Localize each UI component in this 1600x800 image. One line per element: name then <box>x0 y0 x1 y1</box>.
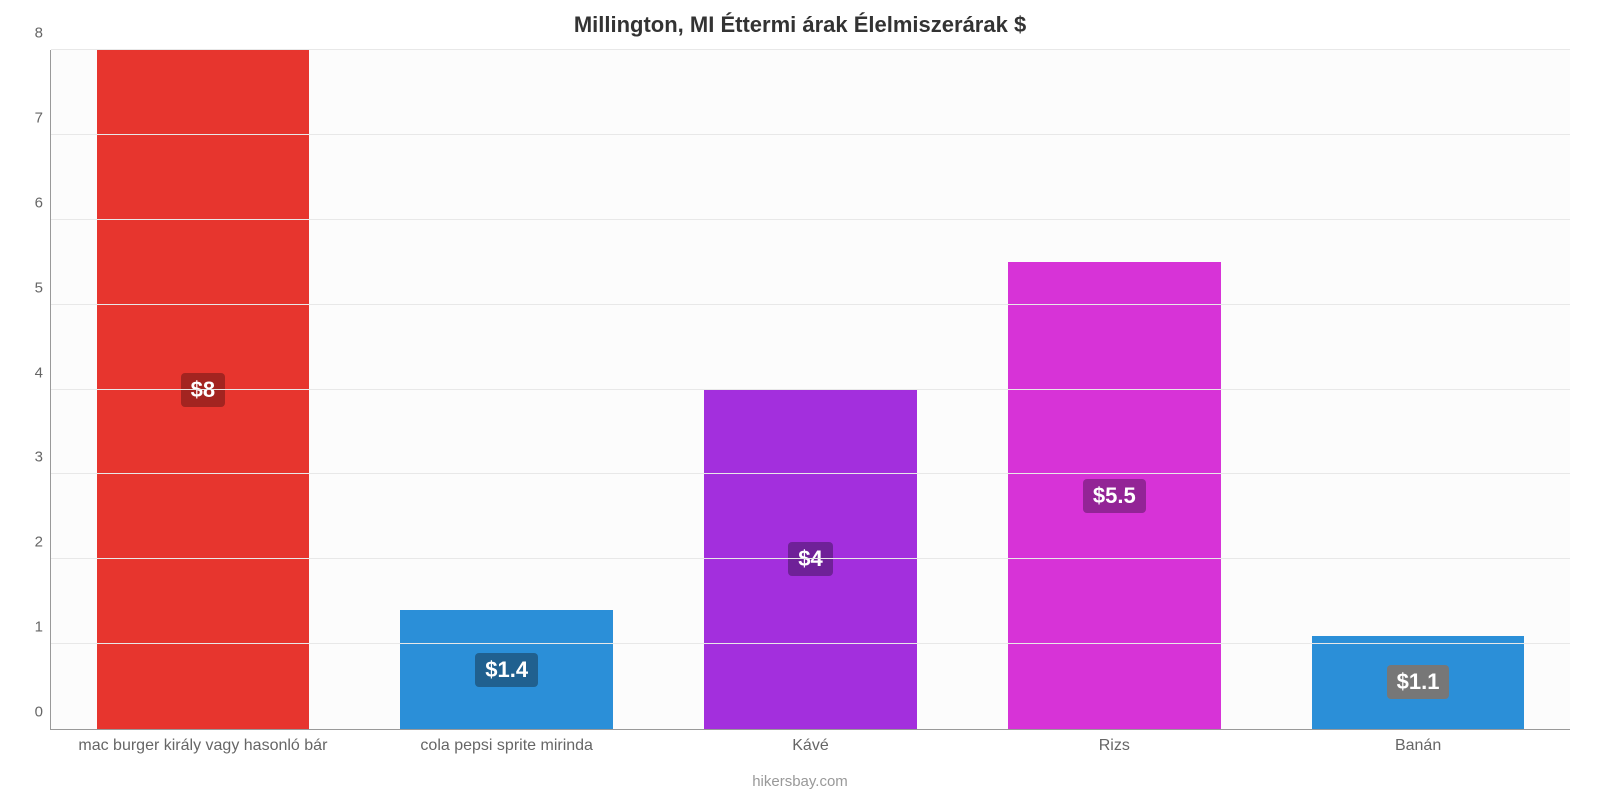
bar-slot: $5.5Rizs <box>962 50 1266 729</box>
bar: $4 <box>704 390 917 730</box>
ytick-label: 3 <box>35 449 51 466</box>
ytick-label: 0 <box>35 704 51 721</box>
bar: $1.4 <box>400 610 613 729</box>
bar-slot: $4Kávé <box>659 50 963 729</box>
ytick-label: 2 <box>35 534 51 551</box>
xtick-label: Banán <box>1395 729 1441 755</box>
bar: $5.5 <box>1008 262 1221 729</box>
gridline <box>51 49 1570 50</box>
bar-chart: Millington, MI Éttermi árak Élelmiszerár… <box>0 0 1600 800</box>
xtick-label: Kávé <box>792 729 828 755</box>
bar-slot: $8mac burger király vagy hasonló bár <box>51 50 355 729</box>
gridline <box>51 304 1570 305</box>
gridline <box>51 219 1570 220</box>
gridline <box>51 558 1570 559</box>
value-badge: $5.5 <box>1083 479 1146 513</box>
bar-slot: $1.4cola pepsi sprite mirinda <box>355 50 659 729</box>
plot-area: $8mac burger király vagy hasonló bár$1.4… <box>50 50 1570 730</box>
gridline <box>51 134 1570 135</box>
bar-slot: $1.1Banán <box>1266 50 1570 729</box>
ytick-label: 1 <box>35 619 51 636</box>
xtick-label: Rizs <box>1099 729 1130 755</box>
ytick-label: 4 <box>35 364 51 381</box>
gridline <box>51 473 1570 474</box>
ytick-label: 8 <box>35 25 51 42</box>
ytick-label: 7 <box>35 109 51 126</box>
value-badge: $1.1 <box>1387 665 1450 699</box>
bar: $1.1 <box>1312 636 1525 729</box>
gridline <box>51 643 1570 644</box>
bar: $8 <box>97 50 310 729</box>
credit-text: hikersbay.com <box>0 773 1600 790</box>
ytick-label: 6 <box>35 194 51 211</box>
xtick-label: mac burger király vagy hasonló bár <box>78 729 327 755</box>
xtick-label: cola pepsi sprite mirinda <box>420 729 593 755</box>
gridline <box>51 389 1570 390</box>
ytick-label: 5 <box>35 279 51 296</box>
bars-row: $8mac burger király vagy hasonló bár$1.4… <box>51 50 1570 729</box>
value-badge: $1.4 <box>475 653 538 687</box>
chart-title: Millington, MI Éttermi árak Élelmiszerár… <box>0 0 1600 46</box>
value-badge: $8 <box>181 373 225 407</box>
value-badge: $4 <box>788 542 832 576</box>
